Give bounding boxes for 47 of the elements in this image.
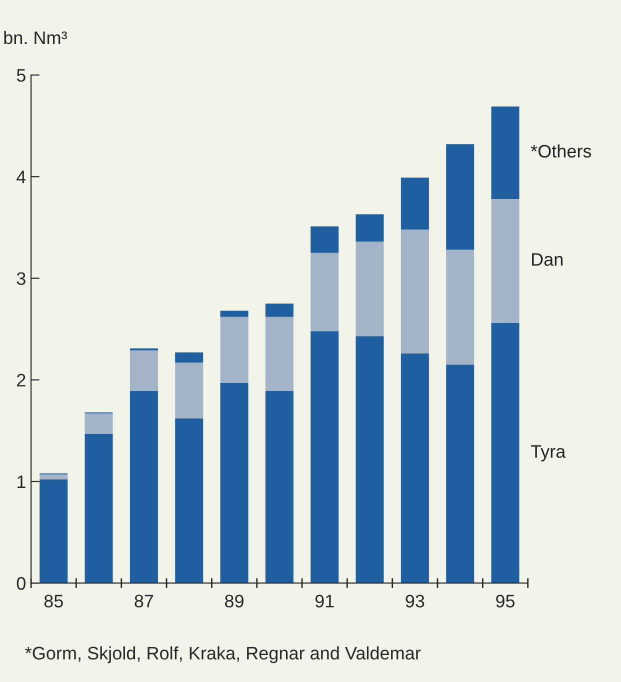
bar [400,353,429,584]
bar [84,413,113,434]
series-label: Tyra [530,445,566,462]
bar [130,350,158,392]
x-tick-label: 87 [134,594,154,608]
bar [220,382,248,584]
bar [265,316,294,392]
bar [175,418,204,584]
series-label: *Others [530,144,592,158]
bar [356,214,384,242]
x-tick-label: 93 [406,594,424,608]
bar [446,364,474,584]
bar [220,316,248,383]
bar [356,336,384,584]
bar [310,252,339,332]
bar [310,226,339,253]
y-tick-label: 1 [18,476,26,488]
y-tick-label: 3 [16,272,26,285]
y-tick-label: 2 [17,374,26,386]
bar [265,304,294,317]
bar [446,144,474,250]
x-tick-label: 85 [44,594,63,608]
bar [400,178,429,230]
x-tick-label: 91 [315,594,334,608]
series-label: Dan [532,253,563,266]
y-tick-label: 4 [16,170,26,184]
bar [446,250,474,365]
bar [40,479,68,584]
bar [491,106,520,199]
x-tick-label: 89 [225,594,244,608]
bar [84,434,113,584]
bar [400,229,429,354]
bar [220,310,248,317]
text: *Gorm, Skjold, Rolf, Kraka, Regnar and Valdemar [25,646,421,664]
bar [356,242,384,336]
bar [175,362,204,418]
y-axis-title: bn. Nm³ [4,30,67,44]
y-tick-label: 0 [16,577,26,590]
bar [491,198,520,323]
bar [491,322,520,584]
bar [175,352,204,363]
y-tick-label: 5 [16,69,26,82]
x-tick-label: 95 [496,594,515,608]
bar [265,391,294,584]
bar [40,474,68,480]
bar [310,331,339,584]
bar [130,391,158,584]
